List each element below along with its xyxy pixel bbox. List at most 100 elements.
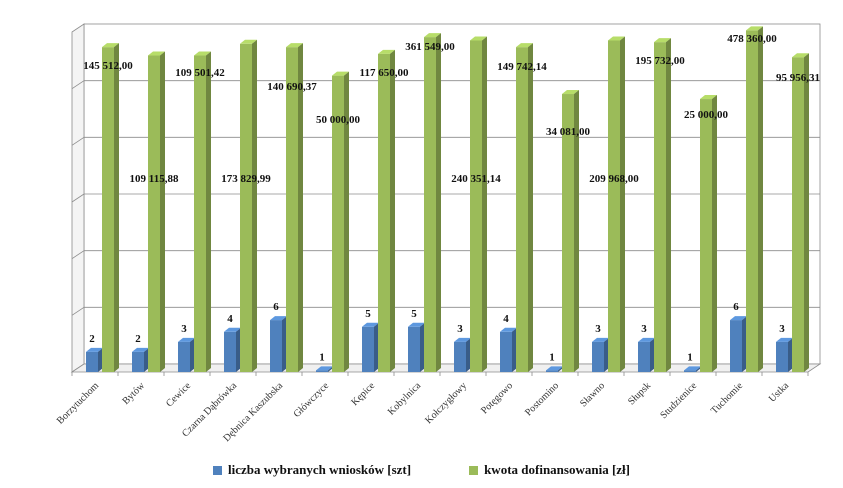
data-label-s0-0: 2: [89, 333, 95, 345]
data-label-s1-1: 109 115,88: [130, 173, 179, 185]
bar-s1-3: [240, 43, 252, 372]
bar-top-s0-15: [776, 337, 793, 342]
bar-s1-1: [148, 55, 160, 372]
bar-side-s0-13: [696, 366, 701, 372]
bar-top-s1-10: [562, 90, 579, 95]
bar-top-s1-9: [516, 43, 533, 48]
bar-top-s0-8: [454, 337, 471, 342]
bar-side-s0-9: [512, 327, 517, 372]
data-label-s0-15: 3: [779, 323, 785, 335]
bar-top-s1-7: [424, 33, 441, 38]
bar-side-s0-5: [328, 366, 333, 372]
bar-side-s0-1: [144, 347, 149, 372]
data-label-s1-4: 140 690,37: [267, 81, 317, 93]
bar-side-s1-5: [344, 71, 349, 373]
legend-label-amount: kwota dofinansowania [zł]: [484, 462, 630, 477]
bar-s1-6: [378, 53, 390, 372]
bar-top-s0-11: [592, 337, 609, 342]
bar-side-s0-8: [466, 337, 471, 372]
legend-item-count: liczba wybranych wniosków [szt]: [212, 462, 412, 478]
bar-top-s0-5: [316, 366, 333, 371]
legend-label-count: liczba wybranych wniosków [szt]: [227, 462, 412, 477]
data-label-s0-7: 5: [411, 308, 417, 320]
legend: liczba wybranych wniosków [szt] kwota do…: [0, 462, 843, 478]
bar-s0-7: [408, 326, 420, 372]
bar-side-s0-3: [236, 327, 241, 372]
bar-top-s1-8: [470, 36, 487, 41]
bar-side-s0-2: [190, 337, 195, 372]
bar-s1-0: [102, 47, 114, 372]
bar-s1-7: [424, 37, 436, 372]
x-tick-label-12: Słupsk: [626, 380, 653, 407]
bar-s1-8: [470, 40, 482, 372]
bar-side-s1-1: [160, 51, 165, 372]
data-label-s1-2: 109 501,42: [175, 67, 225, 79]
data-label-s1-13: 25 000,00: [684, 109, 729, 121]
bar-s0-12: [638, 341, 650, 372]
bar-side-s1-6: [390, 49, 395, 372]
gridline-side: [71, 307, 85, 316]
bar-s0-4: [270, 320, 282, 372]
bar-s1-14: [746, 30, 758, 372]
data-label-s1-3: 173 829,99: [221, 173, 271, 185]
x-tick-label-13: Studzienice: [658, 380, 699, 421]
bar-s0-11: [592, 341, 604, 372]
x-tick-label-14: Tuchomie: [709, 380, 746, 417]
gridline-side: [71, 137, 85, 146]
bar-top-s1-2: [194, 51, 211, 56]
x-tick-label-8: Kołczygłowy: [423, 380, 469, 426]
bar-s0-2: [178, 341, 190, 372]
bar-side-s0-10: [558, 366, 563, 372]
data-label-s1-15: 95 956,31: [776, 72, 820, 84]
bar-s0-15: [776, 341, 788, 372]
bar-side-s0-6: [374, 322, 379, 372]
bar-side-s1-7: [436, 33, 441, 372]
bar-s0-8: [454, 341, 466, 372]
bar-side-s1-10: [574, 90, 579, 373]
bar-side-s1-9: [528, 43, 533, 372]
x-tick-label-11: Sławno: [578, 380, 607, 409]
bar-side-s1-15: [804, 53, 809, 372]
data-label-s0-8: 3: [457, 323, 463, 335]
data-label-s0-6: 5: [365, 308, 371, 320]
gridline-side: [71, 80, 85, 89]
bar-top-s0-10: [546, 366, 563, 371]
data-label-s0-1: 2: [135, 333, 141, 345]
bar-s1-13: [700, 99, 712, 372]
bar-side-s0-12: [650, 337, 655, 372]
bar-s0-3: [224, 331, 236, 372]
bar-side-s0-15: [788, 337, 793, 372]
data-label-s0-12: 3: [641, 323, 647, 335]
data-label-s0-2: 3: [181, 323, 187, 335]
data-label-s0-14: 6: [733, 301, 739, 313]
data-label-s1-6: 117 650,00: [360, 67, 409, 79]
bar-side-s0-14: [742, 316, 747, 372]
data-label-s1-12: 195 732,00: [635, 55, 685, 67]
bar-side-s1-12: [666, 38, 671, 372]
data-label-s1-11: 209 968,00: [589, 173, 639, 185]
bar-side-s1-2: [206, 51, 211, 372]
bar-top-s0-6: [362, 322, 379, 327]
bar-side-s0-11: [604, 337, 609, 372]
x-tick-label-10: Postomino: [523, 380, 561, 418]
data-label-s0-10: 1: [549, 351, 555, 363]
bar-side-s1-13: [712, 95, 717, 372]
bar-top-s1-0: [102, 43, 119, 48]
bar-s0-5: [316, 370, 328, 372]
bar-top-s0-0: [86, 347, 103, 352]
bar-side-s1-0: [114, 43, 119, 372]
bar-side-s1-14: [758, 26, 763, 372]
bar-s0-9: [500, 331, 512, 372]
x-tick-label-1: Bytów: [120, 380, 147, 407]
bar-s0-14: [730, 320, 742, 372]
bar-side-s1-4: [298, 43, 303, 372]
bar-top-s1-14: [746, 26, 763, 31]
bar-side-s0-4: [282, 316, 287, 372]
bar-s0-6: [362, 326, 374, 372]
bar-top-s0-2: [178, 337, 195, 342]
bar-side-s1-3: [252, 39, 257, 372]
x-tick-label-6: Kępice: [349, 380, 377, 408]
bar-top-s0-9: [500, 327, 517, 332]
